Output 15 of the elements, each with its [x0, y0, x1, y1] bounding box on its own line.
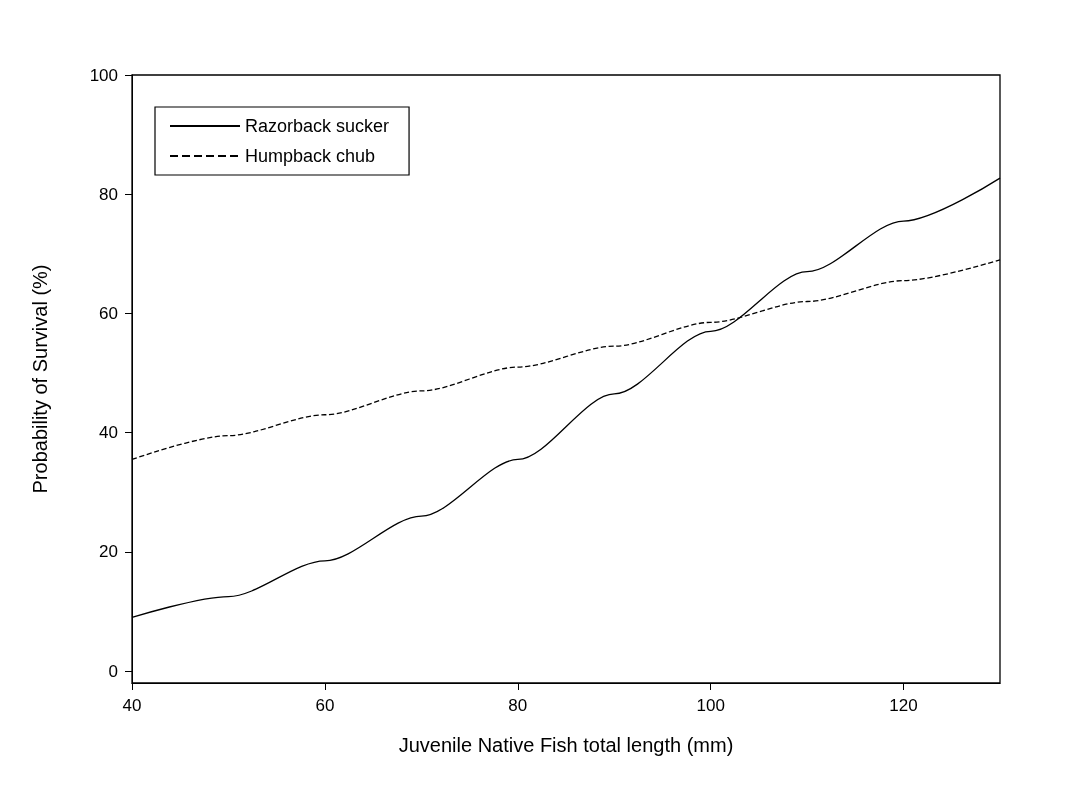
x-tick-label: 100 [696, 696, 725, 715]
y-tick-label: 60 [99, 303, 118, 323]
legend-label: Razorback sucker [245, 116, 390, 136]
x-tick-label: 40 [122, 696, 142, 715]
y-axis-title: Probability of Survival (%) [29, 264, 51, 494]
y-tick-label: 0 [108, 661, 118, 681]
x-tick-label: 120 [889, 696, 918, 715]
y-tick-label: 80 [99, 184, 118, 204]
y-tick-label: 100 [89, 65, 118, 85]
x-axis-title: Juvenile Native Fish total length (mm) [398, 734, 734, 756]
y-tick-label: 40 [99, 423, 118, 443]
x-tick-label: 60 [315, 696, 335, 715]
y-tick-label: 20 [99, 542, 118, 562]
legend-label: Humpback chub [245, 146, 376, 166]
x-tick-label: 80 [508, 696, 528, 715]
